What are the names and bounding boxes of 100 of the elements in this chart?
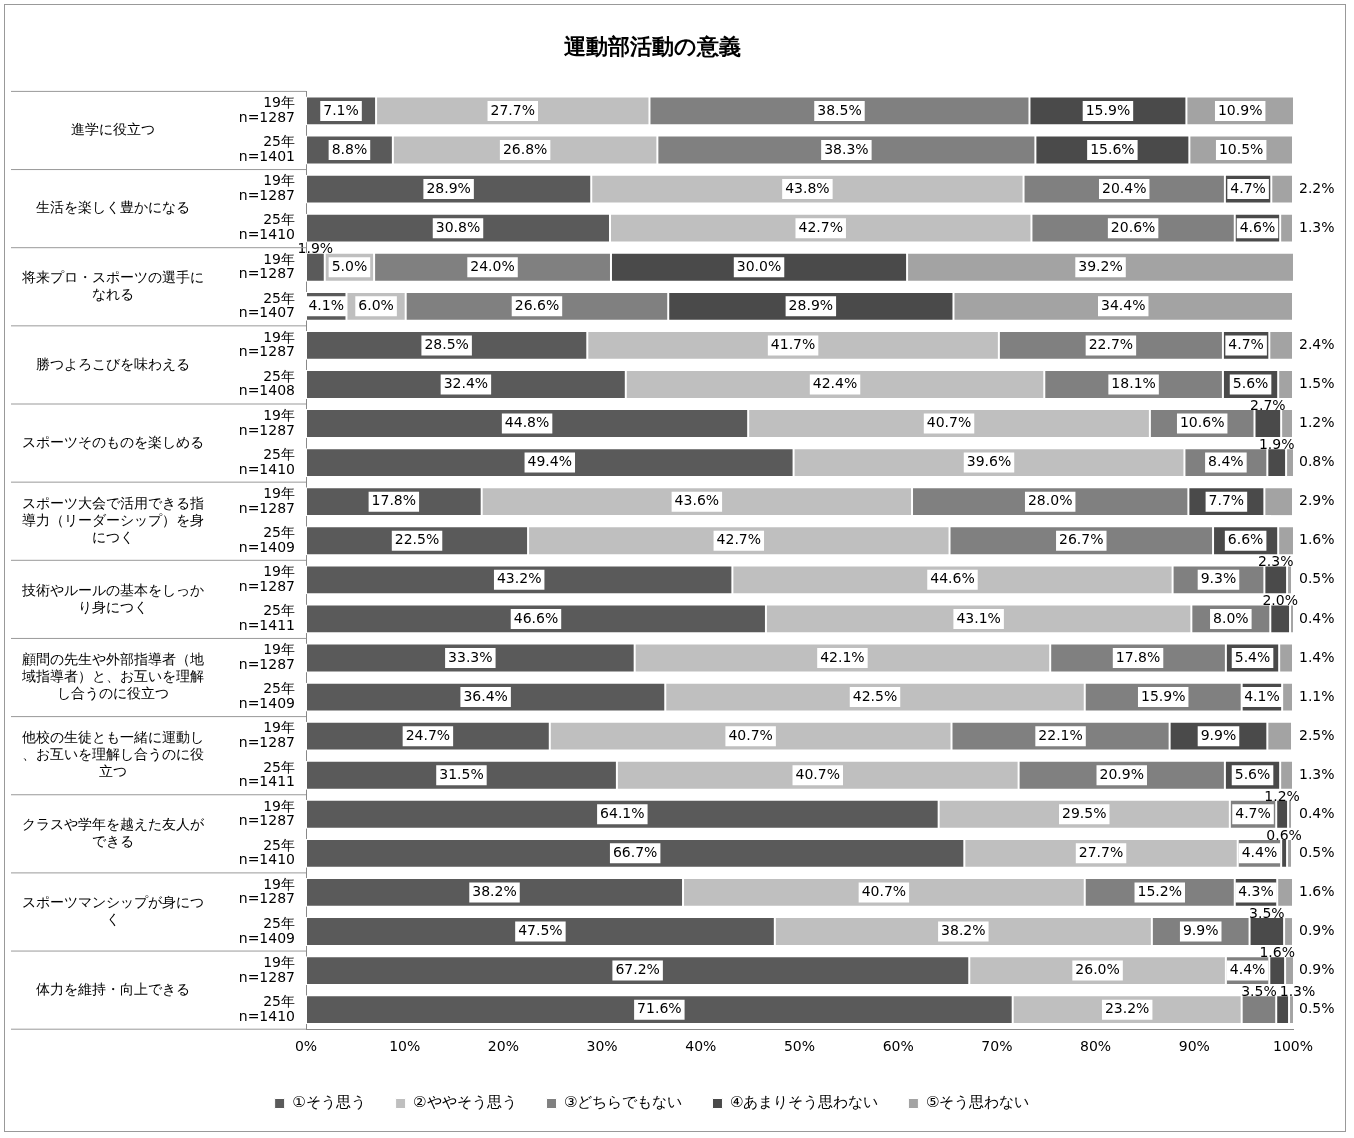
data-label: 38.2% [472, 883, 517, 900]
text: クラスや学年を越えた友人ができる [22, 815, 205, 849]
data-label: 4.7% [1235, 804, 1271, 821]
y-tick-label: 19年 n=1287 [238, 875, 295, 907]
data-label: 5.0% [331, 257, 368, 274]
text: 体力を維持・向上できる [36, 980, 190, 997]
data-label: 9.3% [1200, 570, 1237, 587]
x-tick-label: 80% [1080, 1038, 1112, 1055]
y-tick-label: 25年 n=1411 [238, 758, 295, 790]
chart-title: 運動部活動の意義 [563, 33, 741, 59]
data-label: 6.6% [1227, 531, 1264, 548]
data-label: 4.4% [1229, 961, 1266, 978]
data-label: 40.7% [728, 726, 773, 743]
data-label: 4.7% [1230, 179, 1266, 196]
y-tick-label: 25年 n=1411 [238, 602, 295, 633]
data-label: 20.4% [1101, 179, 1147, 196]
data-label: 33.3% [448, 648, 493, 665]
data-label: 46.6% [513, 609, 559, 626]
data-label: 42.4% [812, 375, 858, 392]
y-tick-label: 19年 n=1287 [238, 172, 295, 204]
data-label: 28.9% [426, 179, 471, 196]
data-label: 31.5% [439, 765, 484, 782]
data-label: 15.9% [1140, 687, 1186, 704]
data-label: 4.7% [1228, 336, 1264, 353]
data-label: 8.4% [1208, 453, 1244, 470]
data-label: 26.0% [1075, 961, 1120, 978]
x-tick-label: 30% [586, 1038, 618, 1055]
data-label: 26.7% [1059, 531, 1104, 548]
data-label: 23.2% [1104, 1000, 1150, 1017]
y-tick-label: 25年 n=1401 [238, 133, 295, 164]
data-label: 43.8% [785, 179, 830, 196]
data-label: 27.7% [490, 101, 536, 118]
x-tick-label: 20% [487, 1038, 519, 1055]
data-label: 15.2% [1137, 883, 1182, 900]
data-label: 29.5% [1062, 804, 1107, 821]
data-label: 15.6% [1090, 140, 1135, 157]
data-label: 9.9% [1200, 726, 1237, 743]
data-label: 0.8% [1299, 453, 1335, 470]
data-label: 40.7% [795, 765, 840, 782]
x-tick-label: 70% [981, 1038, 1013, 1055]
data-label: 18.1% [1111, 375, 1156, 392]
x-tick-label: 0% [294, 1038, 318, 1055]
data-label: 1.3% [1299, 218, 1335, 235]
data-label: 0.5% [1299, 1000, 1335, 1017]
text: 生活を楽しく豊かになる [36, 199, 190, 216]
data-label: 64.1% [600, 804, 645, 821]
data-label: 1.6% [1299, 531, 1335, 548]
text: 他校の生徒とも一緒に運動し、お互いを理解し合うのに役立つ [22, 729, 204, 780]
data-label: 28.0% [1027, 492, 1073, 509]
legend-label: ④あまりそう思わない [729, 1093, 879, 1112]
data-label: 1.3% [1299, 765, 1335, 782]
data-label: 1.6% [1259, 943, 1295, 960]
data-label: 47.5% [518, 922, 563, 939]
y-tick-label: 25年 n=1409 [238, 680, 295, 712]
legend-label: ⑤そう思わない [925, 1093, 1030, 1112]
data-label: 24.0% [470, 257, 515, 274]
text: 将来プロ・スポーツの選手になれる [21, 268, 204, 302]
data-label: 6.0% [358, 296, 394, 313]
data-label: 0.9% [1299, 922, 1335, 939]
y-tick-label: 19年 n=1287 [238, 250, 295, 282]
legend-label: ①そう思う [292, 1093, 366, 1112]
data-label: 71.6% [637, 1000, 682, 1017]
data-label: 40.7% [926, 414, 972, 431]
y-tick-label: 19年 n=1287 [238, 328, 295, 360]
data-label: 42.1% [820, 648, 865, 665]
data-label: 38.5% [817, 101, 862, 118]
data-label: 1.4% [1299, 648, 1335, 665]
data-label: 17.8% [1115, 648, 1161, 665]
data-label: 1.5% [1299, 375, 1335, 392]
y-tick-label: 19年 n=1287 [238, 484, 295, 516]
data-label: 36.4% [463, 687, 508, 704]
data-label: 1.1% [1299, 687, 1335, 704]
y-tick-label: 25年 n=1409 [238, 914, 295, 946]
x-tick-label: 60% [882, 1038, 914, 1055]
text: スポーツそのものを楽しめる [22, 433, 204, 450]
data-label: 43.1% [956, 609, 1001, 626]
data-label: 10.5% [1218, 140, 1264, 157]
data-label: 1.3% [1279, 982, 1316, 999]
x-tick-label: 90% [1178, 1038, 1210, 1055]
data-label: 66.7% [612, 844, 658, 860]
y-tick-label: 19年 n=1287 [238, 953, 295, 985]
data-label: 1.2% [1299, 414, 1335, 431]
y-tick-label: 25年 n=1410 [238, 211, 295, 243]
data-label: 2.3% [1257, 553, 1294, 570]
data-label: 41.7% [770, 336, 816, 353]
data-label: 42.5% [852, 687, 898, 704]
y-tick-label: 25年 n=1410 [238, 992, 295, 1024]
data-label: 9.9% [1182, 922, 1219, 939]
data-label: 4.6% [1239, 218, 1276, 235]
data-label: 1.9% [297, 240, 334, 257]
x-tick-label: 50% [783, 1038, 816, 1055]
data-label: 7.1% [323, 101, 359, 118]
text: スポーツ大会で活用できる指導力（リーダーシップ）を身につく [22, 494, 204, 545]
data-label: 0.5% [1299, 570, 1335, 587]
legend-label: ③どちらでもない [564, 1093, 683, 1112]
data-label: 0.6% [1266, 826, 1302, 843]
data-label: 22.5% [394, 531, 440, 548]
data-label: 22.7% [1088, 336, 1134, 353]
data-label: 2.7% [1250, 396, 1286, 413]
data-label: 22.1% [1038, 726, 1083, 743]
